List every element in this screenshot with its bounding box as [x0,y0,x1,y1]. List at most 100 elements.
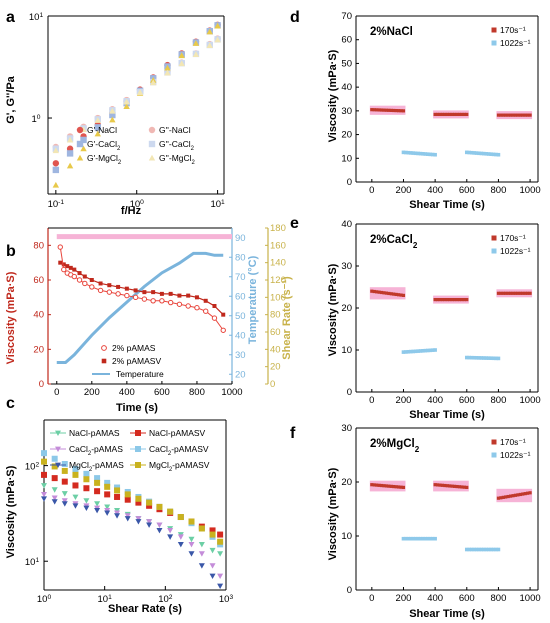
panel-b-pamas-point [150,298,156,304]
panel-c-point [209,563,216,569]
panel-e-ytick-label: 40 [341,219,352,230]
panel-c-point [217,531,224,538]
panel-c-point [156,522,163,528]
panel-a-ytick-label: 101 [29,12,44,24]
panel-d-1022-point [401,150,406,155]
panel-d-170-point [372,108,376,112]
panel-f-xtick-label: 600 [459,593,475,604]
panel-d-1022-point [472,151,476,155]
panel-c-point [217,551,224,557]
panel-d-1022-point [430,152,435,157]
panel-b-xlabel: Time (s) [116,402,158,414]
panel-f-title: 2%MgCl2 [370,438,420,454]
panel-d-xtick-label: 400 [427,185,443,196]
panel-d-ytick-label: 50 [341,58,352,69]
panel-a-point [178,60,185,67]
panel-d-1022-point [477,151,481,156]
panel-d-170-point [392,108,396,113]
panel-d-170-point [401,109,406,113]
panel-b-xtick-label: 600 [154,387,170,398]
panel-c-point [51,499,58,505]
panel-d-ytick-label: 20 [341,130,352,141]
panel-c-legend-marker [55,430,61,436]
panel-b-ytick-left-label: 40 [33,310,44,321]
panel-c-point [188,551,195,557]
panel-d-legend-label: 1022s⁻¹ [500,38,531,48]
panel-f-170-point [387,484,391,488]
panel-e-170-point [506,291,510,295]
panel-c-legend-label: NaCl-pAMASV [149,428,206,438]
panel-e-1022-point [464,355,469,360]
panel-f-170-point [501,495,505,499]
panel-b-pamas-point [159,298,165,304]
panel-e-1022-point [494,356,498,361]
panel-e-legend-marker [491,248,497,254]
panel-d-170-point [433,112,437,117]
panel-b-ytick-left-label: 80 [33,240,44,251]
panel-c-legend-label: CaCl2-pAMAS [69,444,123,457]
panel-d-ytick-label: 0 [347,177,352,188]
panel-b-ytick-right-label: 60 [270,327,281,338]
panel-b-pamas-point [211,315,218,321]
panel-c-legend-label: MgCl2-pAMAS [69,460,124,473]
panel-f-1022-point [477,547,481,552]
panel-e-170-point [496,291,501,295]
panel-f-1022-point [404,536,408,541]
panel-c-point [146,499,153,506]
panel-b-ytick-right-label: 120 [270,275,286,286]
panel-f-170-point [445,484,449,488]
panel-f-legend-marker [491,452,497,458]
panel-b-pamasv-point [212,304,217,308]
panel-f-ytick-label: 0 [347,585,352,596]
panel-c-point [83,505,90,512]
panel-a-point [109,116,116,123]
panel-d-170-point [501,113,505,117]
panel-f-170-point [401,485,406,489]
panel-c-point [94,488,101,495]
panel-c-ytick-label: 101 [25,557,40,569]
panel-e-170-point [521,291,525,295]
panel-d-170-point [394,108,398,113]
panel-c-legend-marker [135,446,141,452]
panel-e-170-point [513,291,518,295]
panel-f-170-point [516,493,520,497]
panel-f-1022-point [416,536,420,541]
panel-b-ytick-right-label: 40 [270,344,281,355]
panel-a-point [136,89,144,96]
panel-b-ytick-right-label: 160 [270,240,286,251]
panel-d-legend-label: 170s⁻¹ [500,25,526,35]
panel-c-point [72,471,79,478]
panel-b-ylabel-right: Shear Rate (s⁻¹) [281,276,293,360]
panel-b-pamasv-point [133,288,138,293]
panel-a-point [94,130,101,137]
panel-d-ytick-label: 10 [341,153,352,164]
panel-c-point [167,534,174,540]
panel-e-170-point [399,293,403,297]
panel-c-point [209,547,216,554]
panel-e-170-point [370,289,374,293]
panel-d-170-point [375,108,379,112]
panel-e-xtick-label: 800 [491,395,507,406]
panel-f-1022-point [430,536,435,541]
panel-b-xtick-label: 400 [119,387,135,398]
panel-f-1022-point [428,536,433,541]
panel-e-xlabel: Shear Time (s) [409,409,485,421]
panel-e-170-point [375,290,379,294]
panel-e-1022-point [482,356,486,360]
panel-f-170-point [443,483,447,488]
panel-f-170-point [379,483,384,488]
panel-a-point [214,36,221,43]
panel-f-xtick-label: 200 [396,593,412,604]
panel-b-legend-label: 2% pAMAS [112,343,156,353]
panel-f-170-point [528,491,532,495]
panel-f-170-point [377,483,381,487]
panel-e-1022-point [408,349,413,354]
panel-a-point [164,64,171,71]
panel-f-1022-point [418,536,423,541]
panel-a-xtick-label: 10-1 [48,199,65,211]
panel-e-xtick-label: 1000 [520,395,541,406]
panel-b-pamasv-point [72,267,77,272]
panel-b-legend-label: 2% pAMASV [112,356,161,366]
